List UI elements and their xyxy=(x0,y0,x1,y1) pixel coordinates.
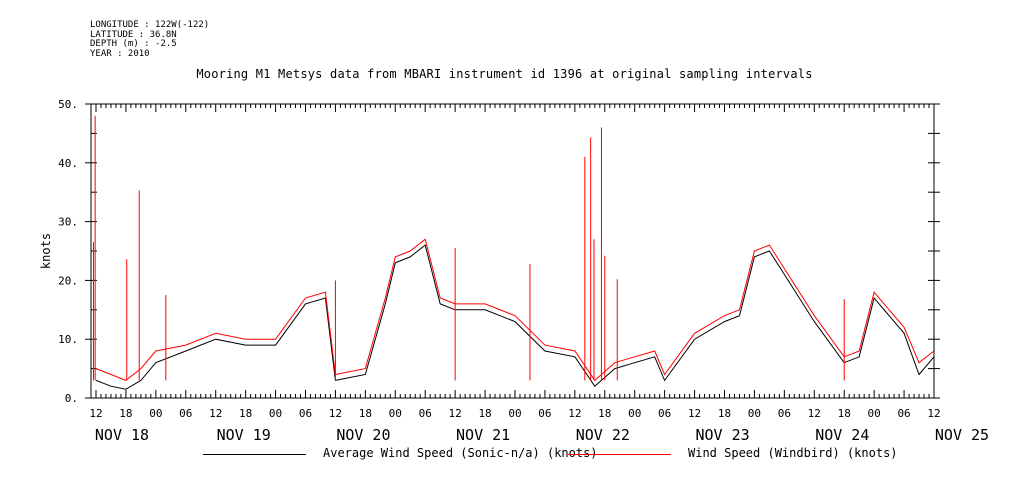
x-hour-label: 06 xyxy=(299,407,312,420)
x-hour-label: 00 xyxy=(628,407,641,420)
x-hour-label: 18 xyxy=(359,407,372,420)
y-axis: 0. 10. 20. 30. 40. 50. xyxy=(58,98,940,405)
x-hour-label: 12 xyxy=(688,407,701,420)
y-tick-label: 0. xyxy=(65,392,78,405)
series-group xyxy=(92,115,935,390)
x-axis: 12 18 00 06 12 18 00 06 12 18 00 06 12 18 00 06 12 18 00 06… xyxy=(89,104,989,444)
x-day-label: NOV 22 xyxy=(576,426,630,444)
x-day-label: NOV 19 xyxy=(217,426,271,444)
legend-label-average: Average Wind Speed (Sonic-n/a) (knots) xyxy=(323,446,598,460)
y-tick-label: 30. xyxy=(58,216,78,229)
x-hour-label: 18 xyxy=(239,407,252,420)
x-hour-label: 06 xyxy=(538,407,551,420)
x-hour-label: 18 xyxy=(478,407,491,420)
x-hour-label: 18 xyxy=(598,407,611,420)
y-tick-label: 10. xyxy=(58,333,78,346)
year-label: YEAR : 2010 xyxy=(90,48,150,59)
x-hour-label: 00 xyxy=(508,407,521,420)
x-hour-label: 12 xyxy=(89,407,102,420)
chart-title: Mooring M1 Metsys data from MBARI instru… xyxy=(196,67,813,81)
x-day-label: NOV 21 xyxy=(456,426,510,444)
x-hour-label: 06 xyxy=(897,407,910,420)
depth-label: DEPTH (m) : -2.5 xyxy=(90,39,177,49)
x-day-label: NOV 25 xyxy=(935,426,989,444)
x-hour-label: 06 xyxy=(179,407,192,420)
y-tick-label: 40. xyxy=(58,157,78,170)
legend-line-windbird xyxy=(568,454,671,455)
x-hour-label: 12 xyxy=(329,407,342,420)
x-hour-label: 00 xyxy=(868,407,881,420)
x-day-label: NOV 23 xyxy=(695,426,749,444)
station-metadata: LONGITUDE : 122W(-122) LATITUDE : 36.8N … xyxy=(90,20,210,59)
legend: Average Wind Speed (Sonic-n/a) (knots) W… xyxy=(0,446,1009,464)
latitude-label: LATITUDE : 36.8N xyxy=(90,29,177,40)
x-hour-label: 12 xyxy=(808,407,821,420)
x-hour-label: 18 xyxy=(718,407,731,420)
x-day-label: NOV 20 xyxy=(336,426,390,444)
x-hour-label: 12 xyxy=(568,407,581,420)
y-tick-label: 20. xyxy=(58,274,78,287)
x-hour-label: 06 xyxy=(778,407,791,420)
legend-label-windbird: Wind Speed (Windbird) (knots) xyxy=(688,446,898,460)
windbird-wind-speed-line xyxy=(95,238,935,382)
x-hour-label: 12 xyxy=(927,407,940,420)
longitude-label: LONGITUDE : 122W(-122) xyxy=(90,20,210,30)
x-day-label: NOV 18 xyxy=(95,426,149,444)
x-hour-label: 12 xyxy=(449,407,462,420)
x-hour-label: 06 xyxy=(419,407,432,420)
x-hour-label: 18 xyxy=(119,407,132,420)
x-hour-label: 00 xyxy=(269,407,282,420)
y-axis-label: knots xyxy=(39,233,53,269)
x-hour-label: 18 xyxy=(838,407,851,420)
x-day-label: NOV 24 xyxy=(815,426,869,444)
plot-frame xyxy=(90,103,935,399)
x-hour-label: 06 xyxy=(658,407,671,420)
x-hour-label: 12 xyxy=(209,407,222,420)
x-hour-label: 00 xyxy=(149,407,162,420)
x-hour-label: 00 xyxy=(748,407,761,420)
x-hour-label: 00 xyxy=(389,407,402,420)
y-tick-label: 50. xyxy=(58,98,78,111)
average-wind-speed-line xyxy=(95,244,935,390)
legend-line-average xyxy=(203,454,306,455)
